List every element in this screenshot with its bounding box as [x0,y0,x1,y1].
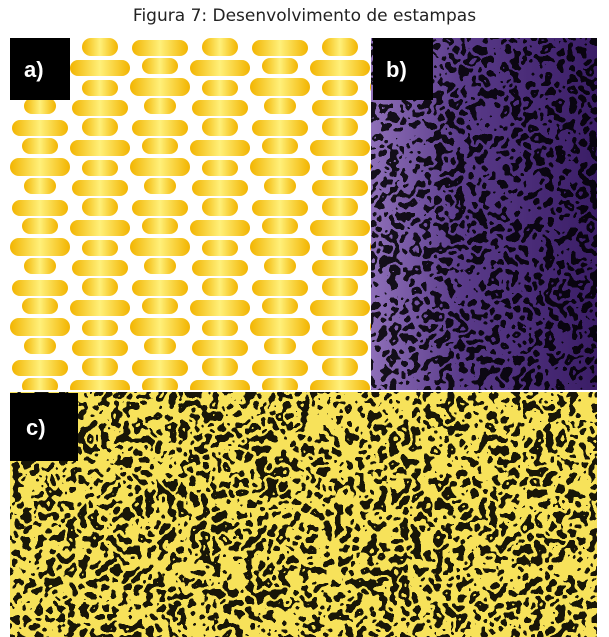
label-box [373,38,433,100]
panel-a-image [10,38,371,390]
label-box [10,38,70,100]
panel-label: b) [386,57,407,82]
panel-c-image [10,392,597,637]
panel-label: c) [26,415,46,440]
label-box [10,393,78,461]
panel-label: a) [24,57,44,82]
figure-caption: Figura 7: Desenvolvimento de estampas [132,6,477,26]
panel-b-image [371,38,597,390]
